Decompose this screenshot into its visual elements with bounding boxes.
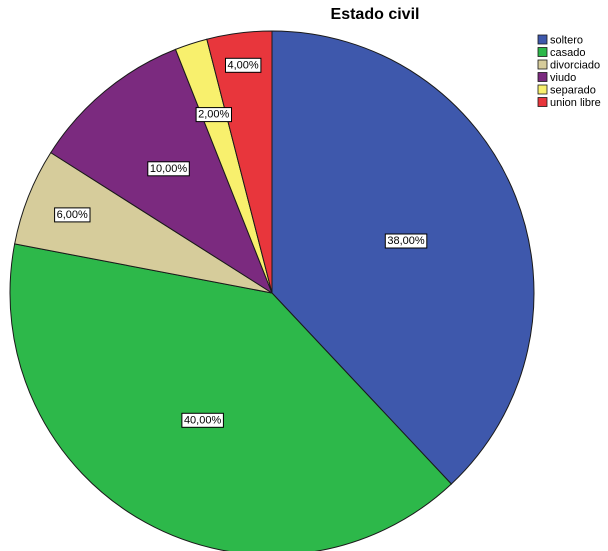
- legend-swatch-viudo: [537, 72, 548, 82]
- legend-swatch-casado: [537, 47, 548, 57]
- chart-title: Estado civil: [330, 6, 420, 23]
- data-label-casado: 40,00%: [181, 412, 224, 428]
- data-label-box-separado: [195, 107, 233, 123]
- data-label-viudo: 10,00%: [147, 161, 190, 177]
- data-label-soltero: 38,00%: [384, 233, 428, 249]
- legend-label-viudo: viudo: [550, 72, 576, 84]
- legend-label-soltero: soltero: [550, 35, 583, 47]
- legend-item-divorciado: divorciado: [537, 59, 600, 72]
- legend-label-casado: casado: [550, 47, 585, 59]
- slices-layer: [9, 30, 535, 551]
- data-labels-layer: 38,00% 40,00% 6,00% 10,00% 2,00% 4,00%: [54, 57, 428, 428]
- data-label-text-viudo: 10,00%: [150, 163, 188, 175]
- data-label-box-union-libre: [225, 57, 262, 73]
- data-label-text-union-libre: 4,00%: [227, 59, 258, 71]
- data-label-box-soltero: [384, 233, 428, 249]
- legend-swatch-soltero: [537, 34, 548, 45]
- data-label-union-libre: 4,00%: [225, 57, 262, 73]
- legend-item-casado: casado: [537, 47, 585, 59]
- legend-item-viudo: viudo: [537, 72, 576, 84]
- data-label-box-casado: [181, 412, 224, 428]
- legend-label-separado: separado: [550, 85, 596, 97]
- data-label-text-soltero: 38,00%: [387, 235, 425, 247]
- data-label-text-divorciado: 6,00%: [57, 209, 88, 221]
- legend-swatch-divorciado: [537, 59, 548, 70]
- data-label-box-divorciado: [54, 207, 91, 223]
- pie-slice-union-libre: [206, 30, 273, 294]
- legend-item-soltero: soltero: [537, 34, 583, 47]
- data-label-text-casado: 40,00%: [184, 414, 222, 426]
- legend-label-union-libre: union libre: [550, 97, 601, 109]
- data-label-divorciado: 6,00%: [54, 207, 91, 223]
- legend-label-divorciado: divorciado: [550, 60, 600, 72]
- legend: solterocasadodivorciadoviudoseparadounio…: [537, 34, 601, 109]
- data-label-separado: 2,00%: [195, 107, 233, 123]
- legend-swatch-union-libre: [537, 97, 548, 107]
- legend-swatch-separado: [537, 84, 548, 95]
- data-label-box-viudo: [147, 161, 190, 177]
- pie-slice-soltero: [271, 30, 535, 485]
- data-label-text-separado: 2,00%: [198, 109, 229, 121]
- legend-item-union-libre: union libre: [537, 97, 601, 109]
- legend-item-separado: separado: [537, 84, 596, 97]
- pie-slice-casado: [9, 243, 453, 551]
